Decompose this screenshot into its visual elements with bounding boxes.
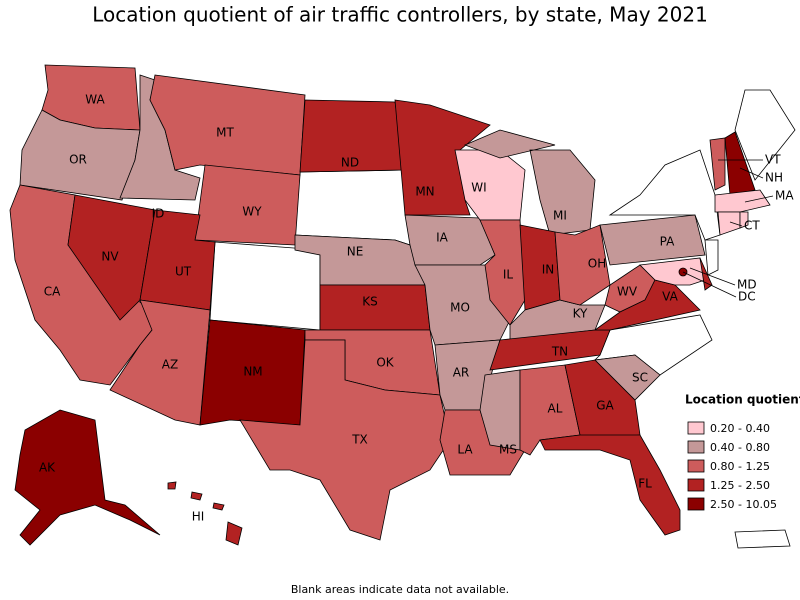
state-label: CT xyxy=(744,219,760,233)
state-label: SC xyxy=(632,371,648,385)
state-label: VT xyxy=(765,153,781,167)
callout-line xyxy=(689,267,736,286)
no-data-state xyxy=(734,529,791,549)
state-label: DC xyxy=(738,290,756,304)
legend-label: 0.20 - 0.40 xyxy=(710,422,770,435)
state-label: MA xyxy=(775,189,794,203)
state-label: TX xyxy=(351,433,368,447)
legend-label: 1.25 - 2.50 xyxy=(710,479,770,492)
state xyxy=(489,329,611,371)
no-data-state xyxy=(704,239,719,276)
state xyxy=(717,211,741,236)
state-label: UT xyxy=(175,265,192,279)
state xyxy=(709,137,726,191)
states xyxy=(9,64,771,546)
state-label: IN xyxy=(542,263,555,277)
footnote: Blank areas indicate data not available. xyxy=(291,583,509,596)
legend-swatch xyxy=(687,478,705,492)
state-label: ND xyxy=(341,156,359,170)
state-label: NV xyxy=(101,250,119,264)
state-label: TN xyxy=(551,345,568,359)
state-label: MD xyxy=(737,278,757,292)
state xyxy=(239,339,451,541)
legend-label: 2.50 - 10.05 xyxy=(710,498,777,511)
state-label: OH xyxy=(588,257,606,271)
callout-line xyxy=(729,221,743,227)
no-data-state xyxy=(294,169,411,246)
state-label: HI xyxy=(192,510,205,524)
state-label: OK xyxy=(376,356,394,370)
state-label: NE xyxy=(347,245,364,259)
legend-swatch xyxy=(687,421,705,435)
state xyxy=(599,214,706,266)
state xyxy=(714,189,771,213)
map-title: Location quotient of air traffic control… xyxy=(92,3,708,27)
state-label: WA xyxy=(85,93,105,107)
state-label: WY xyxy=(242,205,262,219)
state-label: MI xyxy=(553,209,567,223)
state xyxy=(739,211,749,229)
no-data-state xyxy=(734,89,796,181)
legend: Location quotient 0.20 - 0.40 0.40 - 0.80… xyxy=(685,393,800,512)
legend-swatch xyxy=(687,440,705,454)
callout-line xyxy=(744,195,774,203)
state-label: MT xyxy=(216,126,234,140)
state xyxy=(724,131,756,196)
state-label: OR xyxy=(69,153,87,167)
legend-swatch xyxy=(687,459,705,473)
state-label: NH xyxy=(765,171,783,185)
state-label: AK xyxy=(39,461,56,475)
state xyxy=(167,481,243,546)
legend-label: 0.80 - 1.25 xyxy=(710,460,770,473)
state-label: KY xyxy=(573,307,588,321)
state-label: MN xyxy=(415,185,434,199)
state xyxy=(14,409,161,546)
state-label: WV xyxy=(617,285,638,299)
state-label: MS xyxy=(499,443,517,457)
state-label: AR xyxy=(453,366,470,380)
state xyxy=(109,299,211,426)
state-label: AL xyxy=(548,402,563,416)
no-data-state xyxy=(209,241,321,331)
state-label: GA xyxy=(596,399,614,413)
callout-line xyxy=(682,271,737,298)
legend-swatch xyxy=(687,497,705,511)
state-label: FL xyxy=(638,477,652,491)
state-label: PA xyxy=(660,235,675,249)
state xyxy=(594,354,661,401)
state-label: KS xyxy=(362,295,378,309)
state-label: ID xyxy=(152,207,165,221)
state-label: WI xyxy=(471,181,486,195)
state-label: CA xyxy=(44,285,61,299)
state-label: AZ xyxy=(162,358,178,372)
state-label: VA xyxy=(662,290,678,304)
legend-label: 0.40 - 0.80 xyxy=(710,441,770,454)
callout-line xyxy=(739,167,764,179)
state-label: LA xyxy=(457,443,473,457)
state xyxy=(479,369,521,451)
state-label: IL xyxy=(503,268,514,282)
legend-title: Location quotient xyxy=(685,393,800,407)
state-label: MO xyxy=(450,301,470,315)
state-label: NM xyxy=(243,365,262,379)
state xyxy=(539,434,681,536)
state-labels: WA OR CA NV ID MT WY UT AZ NM ND MN NE KS OK TX IA MO AR LA… xyxy=(39,93,794,524)
state-label: IA xyxy=(436,231,449,245)
